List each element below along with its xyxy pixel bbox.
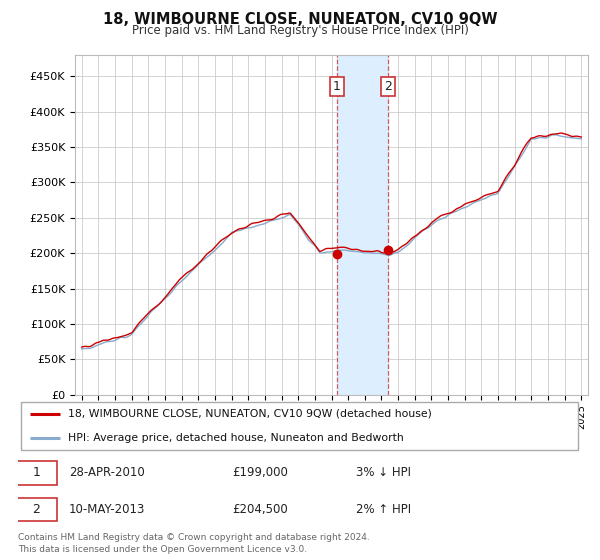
Text: £199,000: £199,000 <box>232 466 288 479</box>
FancyBboxPatch shape <box>15 498 58 521</box>
Text: 18, WIMBOURNE CLOSE, NUNEATON, CV10 9QW: 18, WIMBOURNE CLOSE, NUNEATON, CV10 9QW <box>103 12 497 27</box>
Text: Contains HM Land Registry data © Crown copyright and database right 2024.
This d: Contains HM Land Registry data © Crown c… <box>18 533 370 554</box>
Text: 2% ↑ HPI: 2% ↑ HPI <box>356 503 412 516</box>
Text: £204,500: £204,500 <box>232 503 288 516</box>
Text: 10-MAY-2013: 10-MAY-2013 <box>69 503 145 516</box>
Bar <box>337 55 388 395</box>
Text: 18, WIMBOURNE CLOSE, NUNEATON, CV10 9QW (detached house): 18, WIMBOURNE CLOSE, NUNEATON, CV10 9QW … <box>68 409 431 419</box>
Text: 1: 1 <box>333 80 341 94</box>
Text: Price paid vs. HM Land Registry's House Price Index (HPI): Price paid vs. HM Land Registry's House … <box>131 24 469 37</box>
FancyBboxPatch shape <box>21 402 578 450</box>
Text: 2: 2 <box>383 80 392 94</box>
Text: 28-APR-2010: 28-APR-2010 <box>69 466 145 479</box>
Text: 1: 1 <box>32 466 40 479</box>
Text: 3% ↓ HPI: 3% ↓ HPI <box>356 466 412 479</box>
Text: 2: 2 <box>32 503 40 516</box>
FancyBboxPatch shape <box>15 461 58 484</box>
Text: HPI: Average price, detached house, Nuneaton and Bedworth: HPI: Average price, detached house, Nune… <box>68 433 403 443</box>
